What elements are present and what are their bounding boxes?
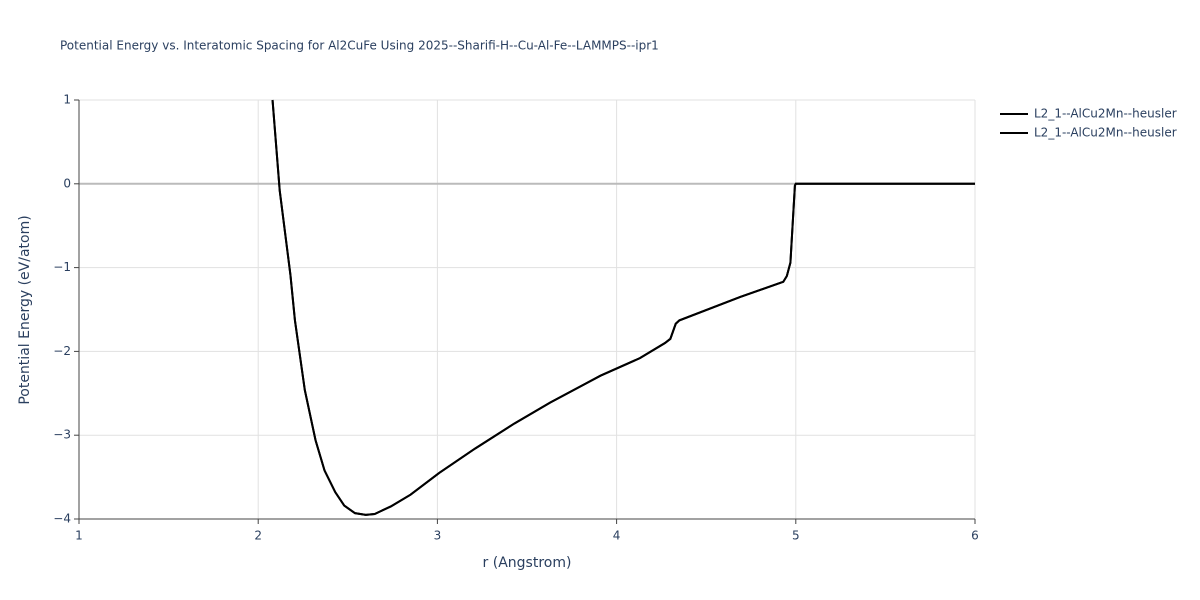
x-tick-label: 2 (254, 529, 262, 543)
x-tick-label: 5 (792, 529, 800, 543)
y-tick-label: 0 (63, 176, 71, 190)
chart-title: Potential Energy vs. Interatomic Spacing… (60, 39, 659, 53)
data-line (271, 99, 975, 516)
y-tick-label: −4 (53, 512, 71, 526)
x-axis-title: r (Angstrom) (483, 555, 572, 571)
legend-label: L2_1--AlCu2Mn--heusler (1034, 107, 1177, 121)
y-axis-title: Potential Energy (eV/atom) (17, 215, 33, 404)
y-tick-label: −2 (53, 344, 71, 358)
data-line (271, 99, 975, 516)
x-tick-label: 1 (75, 529, 83, 543)
y-tick-label: −3 (53, 428, 71, 442)
x-tick-label: 4 (613, 529, 621, 543)
legend-label: L2_1--AlCu2Mn--heusler (1034, 126, 1177, 140)
y-tick-label: −1 (53, 260, 71, 274)
y-tick-label: 1 (63, 93, 71, 107)
x-tick-label: 6 (971, 529, 979, 543)
x-tick-label: 3 (434, 529, 442, 543)
